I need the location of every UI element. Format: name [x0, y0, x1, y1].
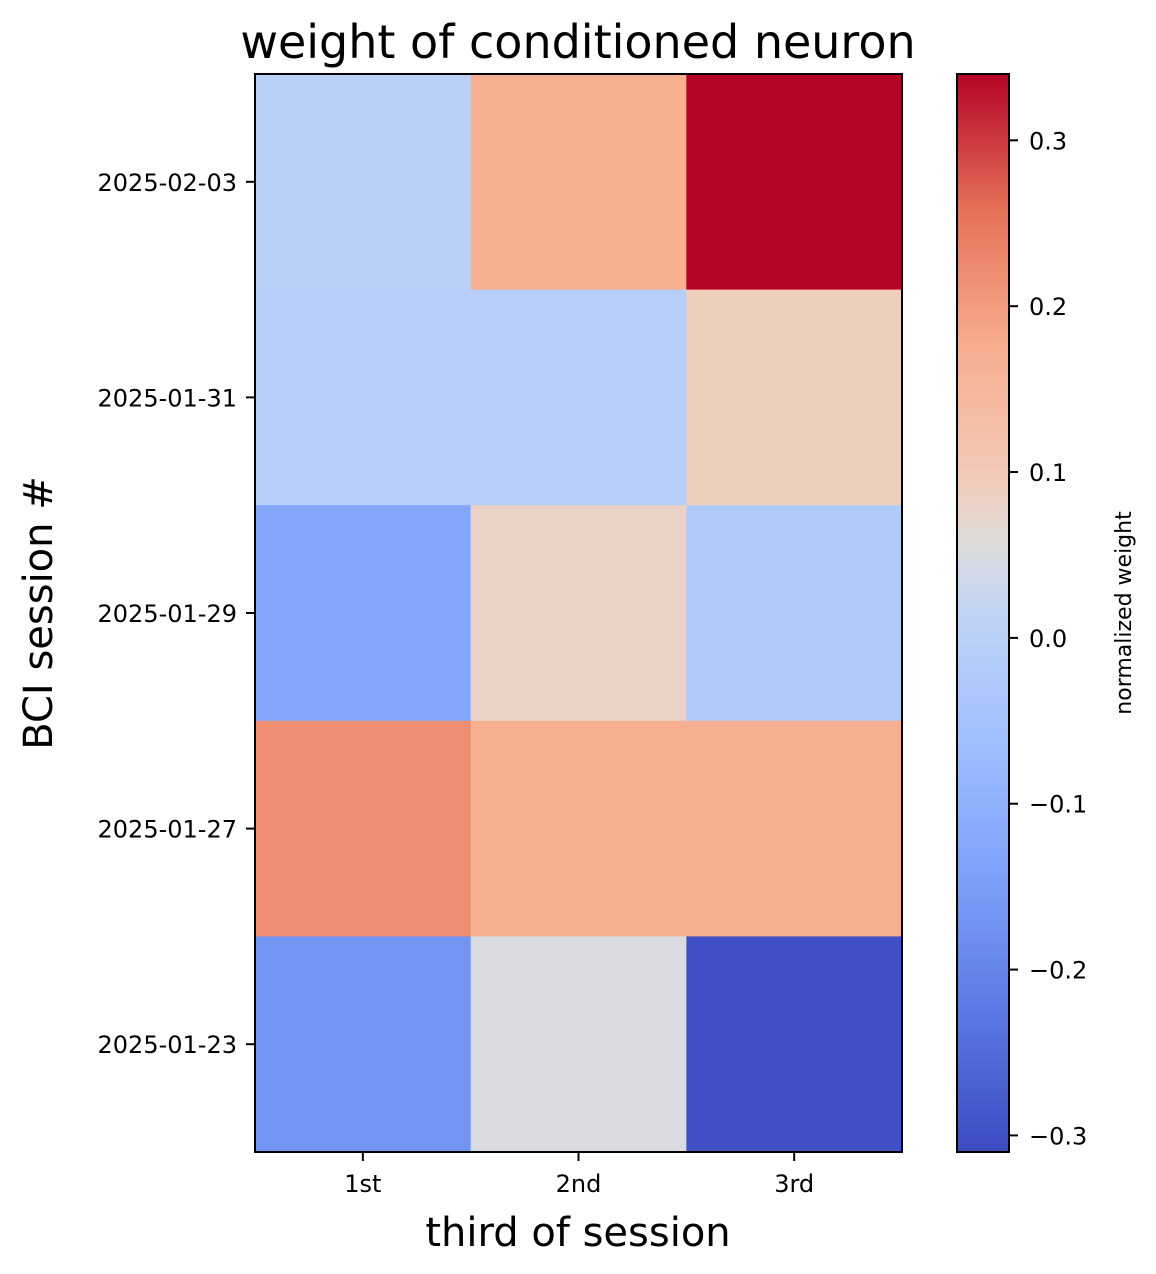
colorbar — [956, 73, 1010, 1153]
heatmap-cell — [686, 289, 903, 506]
colorbar-tick-label: −0.2 — [1029, 957, 1087, 985]
x-axis-label: third of session — [425, 1210, 730, 1256]
colorbar-tick-label: 0.3 — [1029, 127, 1067, 155]
heatmap-cell — [686, 720, 903, 937]
y-axis-label: BCI session # — [16, 476, 62, 749]
colorbar-tick-label: 0.1 — [1029, 459, 1067, 487]
y-tick-label: 2025-01-29 — [98, 600, 237, 628]
x-tick-label: 2nd — [556, 1170, 602, 1198]
x-axis: 1st 2nd 3rd — [344, 1152, 814, 1198]
colorbar-ticks: 0.3 0.2 0.1 0.0 −0.1 −0.2 −0.3 — [1009, 127, 1087, 1150]
heatmap-cell — [255, 936, 472, 1153]
heatmap-cells — [255, 74, 903, 1153]
heatmap-cell — [686, 505, 903, 722]
colorbar-tick-label: 0.0 — [1029, 625, 1067, 653]
heatmap-cell — [686, 74, 903, 291]
chart-title: weight of conditioned neuron — [240, 15, 915, 69]
heatmap-cell — [470, 936, 687, 1153]
heatmap-cell — [470, 720, 687, 937]
x-tick-label: 1st — [344, 1170, 381, 1198]
y-tick-label: 2025-01-27 — [98, 816, 237, 844]
x-tick-label: 3rd — [774, 1170, 814, 1198]
y-tick-label: 2025-02-03 — [98, 169, 237, 197]
heatmap-cell — [255, 720, 472, 937]
heatmap-cell — [470, 505, 687, 722]
heatmap-cell — [470, 74, 687, 291]
heatmap-cell — [686, 936, 903, 1153]
colorbar-tick-label: −0.3 — [1029, 1122, 1087, 1150]
y-axis: 2025-02-03 2025-01-31 2025-01-29 2025-01-27… — [98, 169, 255, 1059]
heatmap-cell — [470, 289, 687, 506]
y-tick-label: 2025-01-23 — [98, 1031, 237, 1059]
heatmap-cell — [255, 505, 472, 722]
colorbar-label: normalized weight — [1112, 511, 1137, 715]
heatmap-cell — [255, 74, 472, 291]
y-tick-label: 2025-01-31 — [98, 384, 237, 412]
heatmap-cell — [255, 289, 472, 506]
colorbar-tick-label: −0.1 — [1029, 791, 1087, 819]
colorbar-tick-label: 0.2 — [1029, 293, 1067, 321]
